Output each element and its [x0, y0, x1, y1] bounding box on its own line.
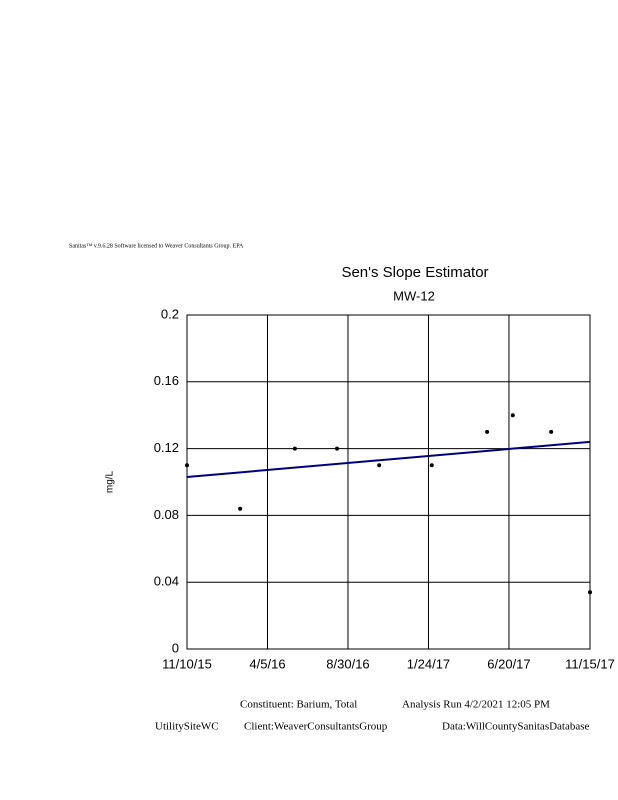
y-tick-label: 0.16 [154, 373, 179, 388]
y-axis-label: mg/L [105, 470, 116, 493]
chart-subtitle: MW-12 [393, 288, 435, 303]
footer-data: Data:WillCountySanitasDatabase [442, 721, 590, 733]
x-tick-label: 6/20/17 [487, 656, 530, 671]
x-tick-label: 8/30/16 [326, 656, 369, 671]
y-tick-label: 0.04 [154, 574, 179, 589]
footer-site: UtilitySiteWC [155, 721, 219, 733]
data-point [485, 429, 490, 434]
x-tick-label: 11/10/15 [162, 656, 212, 671]
footer-client: Client:WeaverConsultantsGroup [244, 721, 388, 733]
x-tick-label: 11/15/17 [565, 656, 615, 671]
data-point [377, 463, 382, 468]
data-point [588, 590, 592, 595]
y-tick-label: 0.12 [154, 440, 179, 455]
data-point [238, 506, 243, 511]
chart-title: Sen's Slope Estimator [341, 264, 488, 281]
x-tick-label: 1/24/17 [407, 656, 450, 671]
data-point [335, 446, 340, 451]
data-point [510, 413, 515, 418]
y-tick-label: 0.08 [154, 507, 179, 522]
data-point [549, 429, 554, 434]
x-tick-label: 4/5/16 [249, 656, 285, 671]
data-point [429, 463, 434, 468]
data-point [292, 446, 297, 451]
plot-frame [186, 314, 591, 650]
y-tick-label: 0.2 [161, 306, 179, 321]
trend-line [186, 440, 591, 478]
footer-constituent: Constituent: Barium, Total [240, 699, 357, 711]
header-note: Sanitas™ v.9.6.28 Software licensed to W… [69, 242, 244, 249]
footer-run: Analysis Run 4/2/2021 12:05 PM [402, 699, 550, 711]
y-tick-label: 0 [172, 640, 179, 655]
data-point [185, 463, 189, 468]
